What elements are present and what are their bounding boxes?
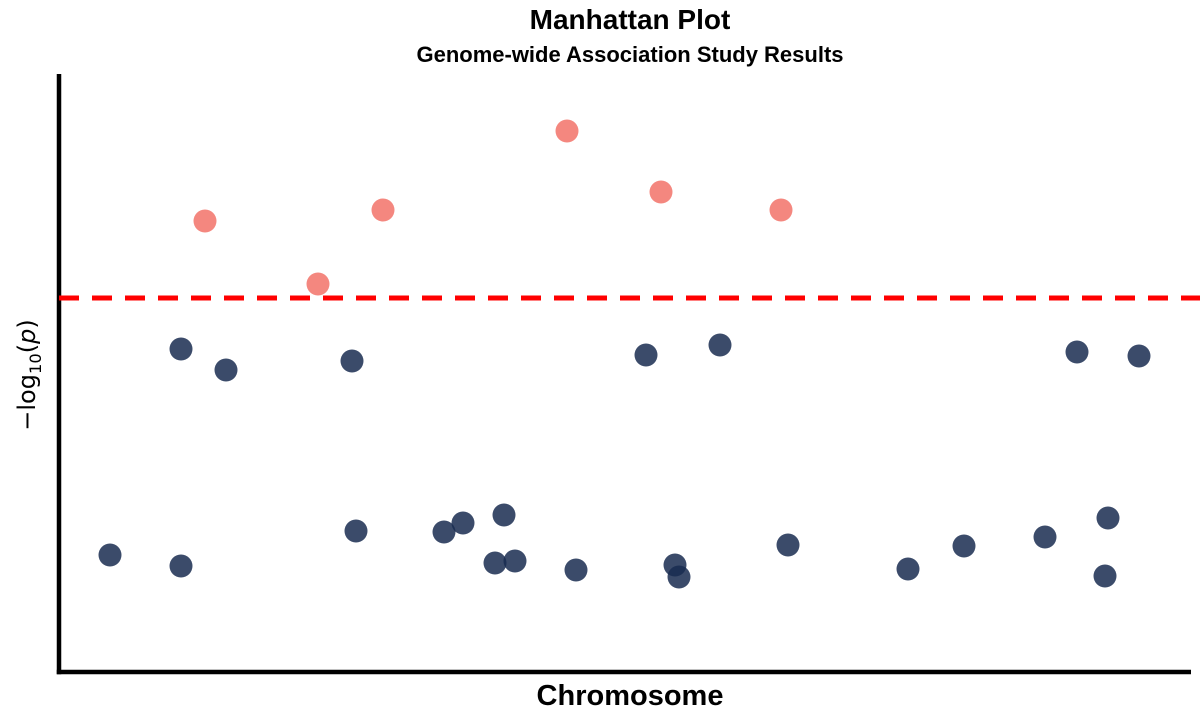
data-point xyxy=(503,549,527,573)
data-point xyxy=(169,554,193,578)
data-point xyxy=(952,534,976,558)
y-label-prefix: −log xyxy=(13,374,41,431)
data-point xyxy=(667,565,691,589)
series-above-threshold-significant xyxy=(193,119,793,296)
data-point xyxy=(432,520,456,544)
data-point xyxy=(344,519,368,543)
data-point xyxy=(649,180,673,204)
points-group xyxy=(98,119,1151,589)
y-label-paren-close: ) xyxy=(13,319,41,329)
data-point xyxy=(340,349,364,373)
chart-subtitle: Genome-wide Association Study Results xyxy=(416,42,844,67)
y-label-variable: p xyxy=(13,328,41,344)
data-point xyxy=(193,209,217,233)
y-axis-label: −log10(p) xyxy=(13,319,45,431)
data-point xyxy=(896,557,920,581)
data-point xyxy=(1065,340,1089,364)
y-label-subscript: 10 xyxy=(25,353,45,375)
data-point xyxy=(634,343,658,367)
data-point xyxy=(564,558,588,582)
data-point xyxy=(1033,525,1057,549)
data-point xyxy=(306,272,330,296)
data-point xyxy=(98,543,122,567)
data-point xyxy=(1127,344,1151,368)
y-label-paren-open: ( xyxy=(13,343,41,354)
data-point xyxy=(451,511,475,535)
axes-group xyxy=(56,74,1191,675)
x-axis-label: Chromosome xyxy=(536,680,724,712)
data-point xyxy=(776,533,800,557)
data-point xyxy=(214,358,238,382)
data-point xyxy=(555,119,579,143)
data-point xyxy=(1096,506,1120,530)
series-below-threshold xyxy=(98,333,1151,589)
data-point xyxy=(169,337,193,361)
data-point xyxy=(1093,564,1117,588)
chart-title: Manhattan Plot xyxy=(529,4,731,35)
data-point xyxy=(769,198,793,222)
data-point xyxy=(371,198,395,222)
data-point xyxy=(492,503,516,527)
data-point xyxy=(708,333,732,357)
data-point xyxy=(483,551,507,575)
